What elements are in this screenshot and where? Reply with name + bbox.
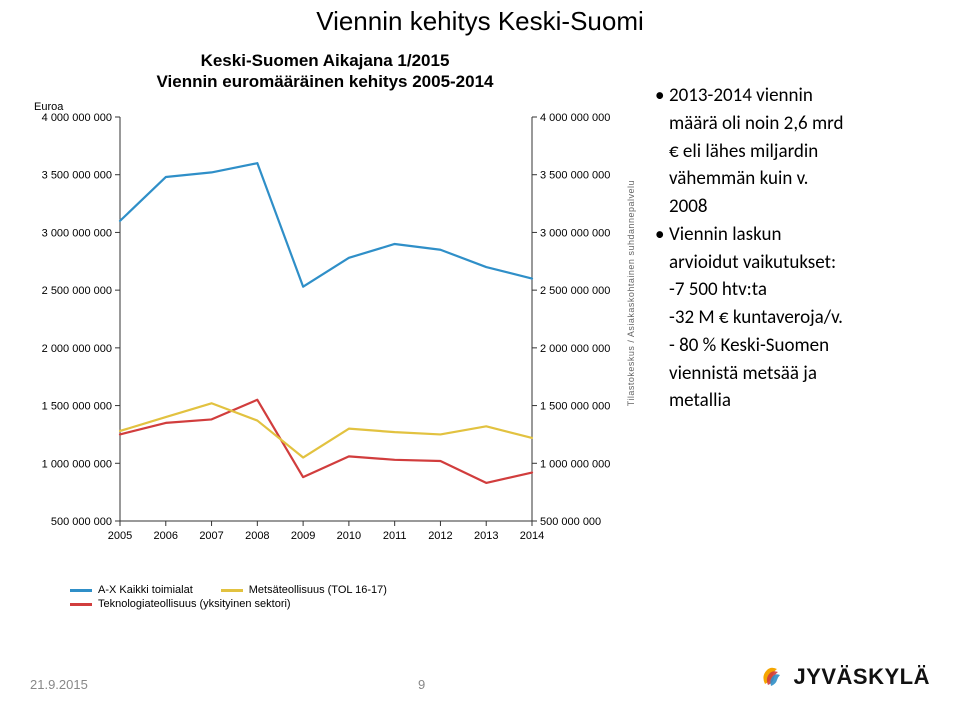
svg-text:4 000 000 000: 4 000 000 000 <box>540 112 610 124</box>
svg-text:500 000 000: 500 000 000 <box>540 516 601 528</box>
svg-text:3 500 000 000: 3 500 000 000 <box>540 169 610 181</box>
svg-text:3 000 000 000: 3 000 000 000 <box>42 227 112 239</box>
logo: JYVÄSKYLÄ <box>755 662 930 692</box>
y-axis-label-right: Tilastokeskus / Asiakaskohtainen suhdann… <box>624 99 638 489</box>
svg-text:2 000 000 000: 2 000 000 000 <box>540 342 610 354</box>
chart-legend: A-X Kaikki toimialat Metsäteollisuus (TOL… <box>70 582 387 610</box>
svg-text:3 000 000 000: 3 000 000 000 <box>540 227 610 239</box>
legend-item: A-X Kaikki toimialat <box>70 584 193 596</box>
logo-text: JYVÄSKYLÄ <box>793 664 930 690</box>
svg-text:1 000 000 000: 1 000 000 000 <box>540 458 610 470</box>
footer-page: 9 <box>418 677 425 692</box>
svg-text:2 500 000 000: 2 500 000 000 <box>540 285 610 297</box>
chart-title: Keski-Suomen Aikajana 1/2015 Viennin eur… <box>30 50 620 93</box>
line-chart: 500 000 000 500 000 000 1 000 000 000 1 000… <box>30 99 620 569</box>
footer: 21.9.2015 9 JYVÄSKYLÄ <box>30 662 930 692</box>
svg-text:2013: 2013 <box>474 530 498 542</box>
svg-text:3 500 000 000: 3 500 000 000 <box>42 169 112 181</box>
svg-text:2 500 000 000: 2 500 000 000 <box>42 285 112 297</box>
svg-text:2007: 2007 <box>199 530 223 542</box>
svg-text:1 500 000 000: 1 500 000 000 <box>540 400 610 412</box>
svg-text:2008: 2008 <box>245 530 269 542</box>
legend-item: Metsäteollisuus (TOL 16-17) <box>221 584 387 596</box>
svg-text:2006: 2006 <box>154 530 178 542</box>
legend-item: Teknologiateollisuus (yksityinen sektori… <box>70 598 291 610</box>
chart-title-line2: Viennin euromääräinen kehitys 2005-2014 <box>30 71 620 92</box>
svg-text:2012: 2012 <box>428 530 452 542</box>
bullet-text: •2013-2014 viennin määrä oli noin 2,6 mr… <box>655 80 935 413</box>
chart-container: Keski-Suomen Aikajana 1/2015 Viennin eur… <box>30 50 620 610</box>
svg-text:2014: 2014 <box>520 530 544 542</box>
svg-text:4 000 000 000: 4 000 000 000 <box>42 112 112 124</box>
svg-text:1 500 000 000: 1 500 000 000 <box>42 400 112 412</box>
svg-text:2009: 2009 <box>291 530 315 542</box>
svg-text:2010: 2010 <box>337 530 361 542</box>
svg-text:500 000 000: 500 000 000 <box>51 516 112 528</box>
svg-text:2011: 2011 <box>383 530 407 542</box>
y-axis-label-left: Euroa <box>34 101 63 113</box>
page-title: Viennin kehitys Keski-Suomi <box>0 6 960 37</box>
svg-text:1 000 000 000: 1 000 000 000 <box>42 458 112 470</box>
logo-icon <box>755 662 785 692</box>
footer-date: 21.9.2015 <box>30 677 88 692</box>
svg-text:2005: 2005 <box>108 530 132 542</box>
chart-title-line1: Keski-Suomen Aikajana 1/2015 <box>30 50 620 71</box>
svg-text:2 000 000 000: 2 000 000 000 <box>42 342 112 354</box>
